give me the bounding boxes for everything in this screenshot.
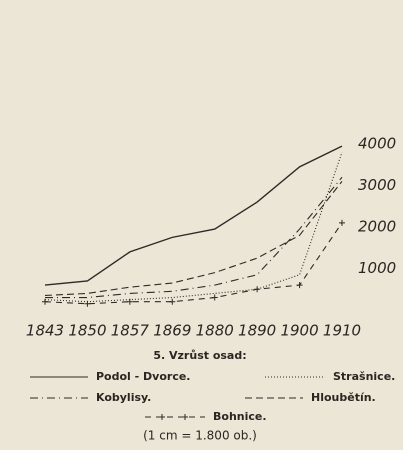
- y-tick-label: 3000: [358, 176, 396, 194]
- series-line: [44, 145, 343, 286]
- marker: [42, 298, 48, 305]
- marker: [159, 414, 165, 420]
- x-tick-label: 1857: [111, 322, 150, 340]
- series-line: [44, 222, 343, 305]
- legend-label: Hloubětín.: [311, 391, 376, 404]
- legend-label: Podol - Dvorce.: [96, 370, 191, 383]
- marker: [254, 286, 261, 293]
- legend-label: Bohnice.: [213, 410, 267, 423]
- x-tick-label: 1890: [238, 322, 276, 340]
- y-tick-label: 4000: [358, 135, 396, 153]
- legend-label: Kobylisy.: [96, 391, 151, 404]
- marker: [339, 219, 345, 226]
- x-tick-label: 1869: [153, 322, 191, 340]
- legend-label: Strašnice.: [333, 370, 395, 383]
- marker: [169, 298, 176, 305]
- chart-title: 5. Vzrůst osad:: [153, 349, 246, 362]
- x-tick-label: 1900: [280, 322, 318, 340]
- x-tick-label: 1910: [323, 322, 361, 340]
- marker: [296, 282, 303, 289]
- y-tick-label: 2000: [358, 218, 396, 236]
- marker: [84, 300, 91, 307]
- x-tick-label: 1880: [196, 322, 234, 340]
- marker: [126, 298, 133, 305]
- scale-note: (1 cm = 1.800 ob.): [143, 429, 257, 443]
- marker: [211, 294, 218, 301]
- x-tick-label: 1843: [26, 322, 64, 340]
- series-line: [44, 181, 343, 297]
- series-line: [45, 176, 343, 299]
- x-tick-label: 1850: [68, 322, 106, 340]
- marker: [182, 414, 188, 420]
- y-tick-label: 1000: [358, 259, 396, 277]
